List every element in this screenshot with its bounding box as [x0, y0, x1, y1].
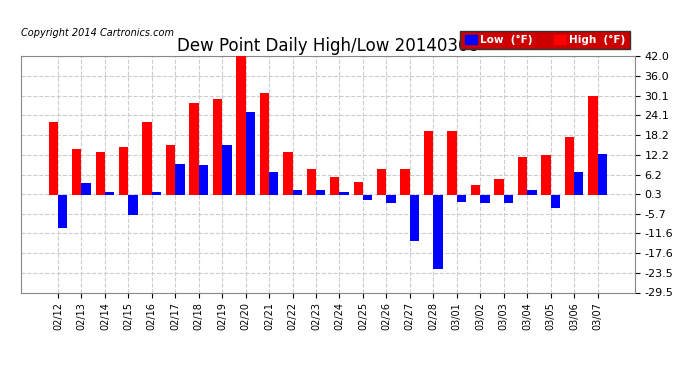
Bar — [504, 195, 513, 203]
Bar — [72, 149, 81, 195]
Bar — [424, 130, 433, 195]
Bar — [293, 190, 302, 195]
Bar — [105, 192, 115, 195]
Bar — [400, 169, 410, 195]
Bar — [494, 178, 504, 195]
Bar — [410, 195, 420, 241]
Bar — [175, 164, 185, 195]
Bar — [306, 169, 316, 195]
Bar — [541, 155, 551, 195]
Bar — [213, 99, 222, 195]
Bar — [152, 192, 161, 195]
Bar — [457, 195, 466, 202]
Bar — [564, 137, 574, 195]
Bar — [527, 190, 537, 195]
Text: Copyright 2014 Cartronics.com: Copyright 2014 Cartronics.com — [21, 28, 174, 38]
Bar — [81, 183, 91, 195]
Bar — [128, 195, 138, 215]
Bar — [48, 122, 58, 195]
Bar — [551, 195, 560, 208]
Bar — [95, 152, 105, 195]
Bar — [236, 56, 246, 195]
Bar — [353, 182, 363, 195]
Bar — [574, 172, 584, 195]
Bar — [363, 195, 373, 200]
Title: Dew Point Daily High/Low 20140308: Dew Point Daily High/Low 20140308 — [177, 37, 479, 55]
Bar — [518, 157, 527, 195]
Bar — [330, 177, 339, 195]
Bar — [119, 147, 128, 195]
Bar — [377, 169, 386, 195]
Legend: Low  (°F), High  (°F): Low (°F), High (°F) — [460, 31, 629, 49]
Bar — [142, 122, 152, 195]
Bar — [480, 195, 490, 203]
Bar — [598, 154, 607, 195]
Bar — [189, 102, 199, 195]
Bar — [259, 93, 269, 195]
Bar — [199, 165, 208, 195]
Bar — [447, 130, 457, 195]
Bar — [316, 190, 326, 195]
Bar — [222, 146, 232, 195]
Bar — [471, 185, 480, 195]
Bar — [339, 192, 349, 195]
Bar — [166, 146, 175, 195]
Bar — [588, 96, 598, 195]
Bar — [433, 195, 443, 269]
Bar — [386, 195, 396, 203]
Bar — [269, 172, 279, 195]
Bar — [246, 112, 255, 195]
Bar — [58, 195, 68, 228]
Bar — [283, 152, 293, 195]
